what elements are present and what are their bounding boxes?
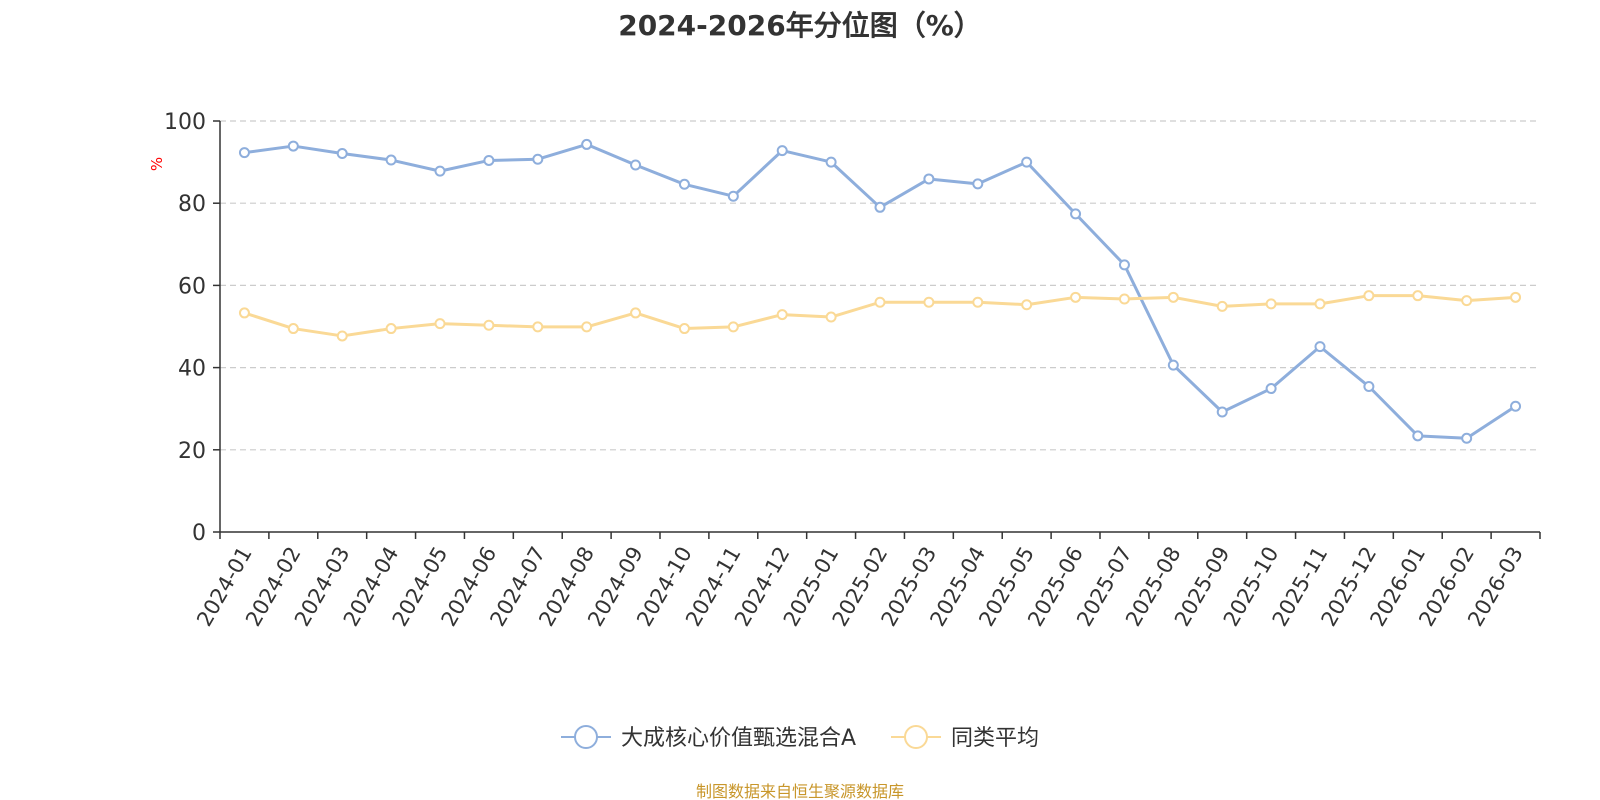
series-lines — [238, 138, 1522, 444]
data-point[interactable] — [336, 147, 348, 159]
data-point[interactable] — [1265, 298, 1277, 310]
legend-item-1[interactable]: 同类平均 — [891, 725, 1039, 751]
data-point[interactable] — [581, 138, 593, 150]
data-point[interactable] — [1216, 300, 1228, 312]
data-point[interactable] — [581, 321, 593, 333]
data-point[interactable] — [874, 201, 886, 213]
y-tick-label: 80 — [178, 192, 206, 217]
y-tick-label: 20 — [178, 439, 206, 464]
data-point[interactable] — [825, 311, 837, 323]
data-point[interactable] — [1363, 381, 1375, 393]
data-point[interactable] — [1216, 406, 1228, 418]
legend[interactable]: 大成核心价值甄选混合A 同类平均 — [561, 725, 1039, 751]
legend-circle-icon — [904, 725, 928, 749]
data-point[interactable] — [972, 178, 984, 190]
data-point[interactable] — [287, 140, 299, 152]
data-point[interactable] — [1070, 291, 1082, 303]
grid-lines — [220, 120, 1540, 451]
data-point[interactable] — [1461, 432, 1473, 444]
data-point[interactable] — [1070, 208, 1082, 220]
series-line — [244, 142, 1517, 440]
data-point[interactable] — [434, 318, 446, 330]
y-tick-label: 60 — [178, 274, 206, 299]
data-point[interactable] — [874, 296, 886, 308]
data-point[interactable] — [1167, 359, 1179, 371]
data-point[interactable] — [1021, 156, 1033, 168]
legend-item-0[interactable]: 大成核心价值甄选混合A — [561, 725, 856, 751]
data-point[interactable] — [727, 321, 739, 333]
data-point[interactable] — [385, 154, 397, 166]
data-point[interactable] — [1510, 400, 1522, 412]
data-point[interactable] — [1412, 290, 1424, 302]
data-point[interactable] — [1118, 259, 1130, 271]
y-tick-label: 40 — [178, 357, 206, 382]
data-point[interactable] — [532, 153, 544, 165]
source-note: 制图数据来自恒生聚源数据库 — [695, 782, 904, 800]
data-point[interactable] — [483, 319, 495, 331]
data-point[interactable] — [1363, 290, 1375, 302]
data-point[interactable] — [972, 296, 984, 308]
data-point[interactable] — [923, 296, 935, 308]
y-tick-label: 0 — [192, 521, 206, 546]
data-point[interactable] — [385, 323, 397, 335]
series-1 — [238, 290, 1522, 342]
data-point[interactable] — [238, 147, 250, 159]
data-point[interactable] — [630, 307, 642, 319]
data-point[interactable] — [1118, 293, 1130, 305]
data-point[interactable] — [678, 323, 690, 335]
data-point[interactable] — [1021, 299, 1033, 311]
data-point[interactable] — [287, 323, 299, 335]
axes: 020406080100%2024-012024-022024-032024-0… — [148, 110, 1541, 630]
data-point[interactable] — [336, 330, 348, 342]
data-point[interactable] — [727, 190, 739, 202]
data-point[interactable] — [776, 145, 788, 157]
data-point[interactable] — [483, 154, 495, 166]
data-point[interactable] — [1510, 291, 1522, 303]
data-point[interactable] — [1314, 298, 1326, 310]
data-point[interactable] — [825, 156, 837, 168]
data-point[interactable] — [434, 165, 446, 177]
legend-label: 同类平均 — [951, 726, 1039, 751]
data-point[interactable] — [1412, 430, 1424, 442]
data-point[interactable] — [630, 159, 642, 171]
series-0 — [238, 138, 1522, 444]
data-point[interactable] — [1265, 383, 1277, 395]
data-point[interactable] — [1461, 295, 1473, 307]
legend-circle-icon — [574, 725, 598, 749]
data-point[interactable] — [923, 173, 935, 185]
data-point[interactable] — [678, 178, 690, 190]
data-point[interactable] — [1167, 291, 1179, 303]
data-point[interactable] — [1314, 341, 1326, 353]
data-point[interactable] — [532, 321, 544, 333]
data-point[interactable] — [238, 307, 250, 319]
chart-title: 2024-2026年分位图（%） — [618, 9, 982, 42]
legend-label: 大成核心价值甄选混合A — [621, 726, 856, 751]
data-point[interactable] — [776, 309, 788, 321]
y-axis-label: % — [148, 157, 166, 171]
y-tick-label: 100 — [164, 110, 206, 135]
